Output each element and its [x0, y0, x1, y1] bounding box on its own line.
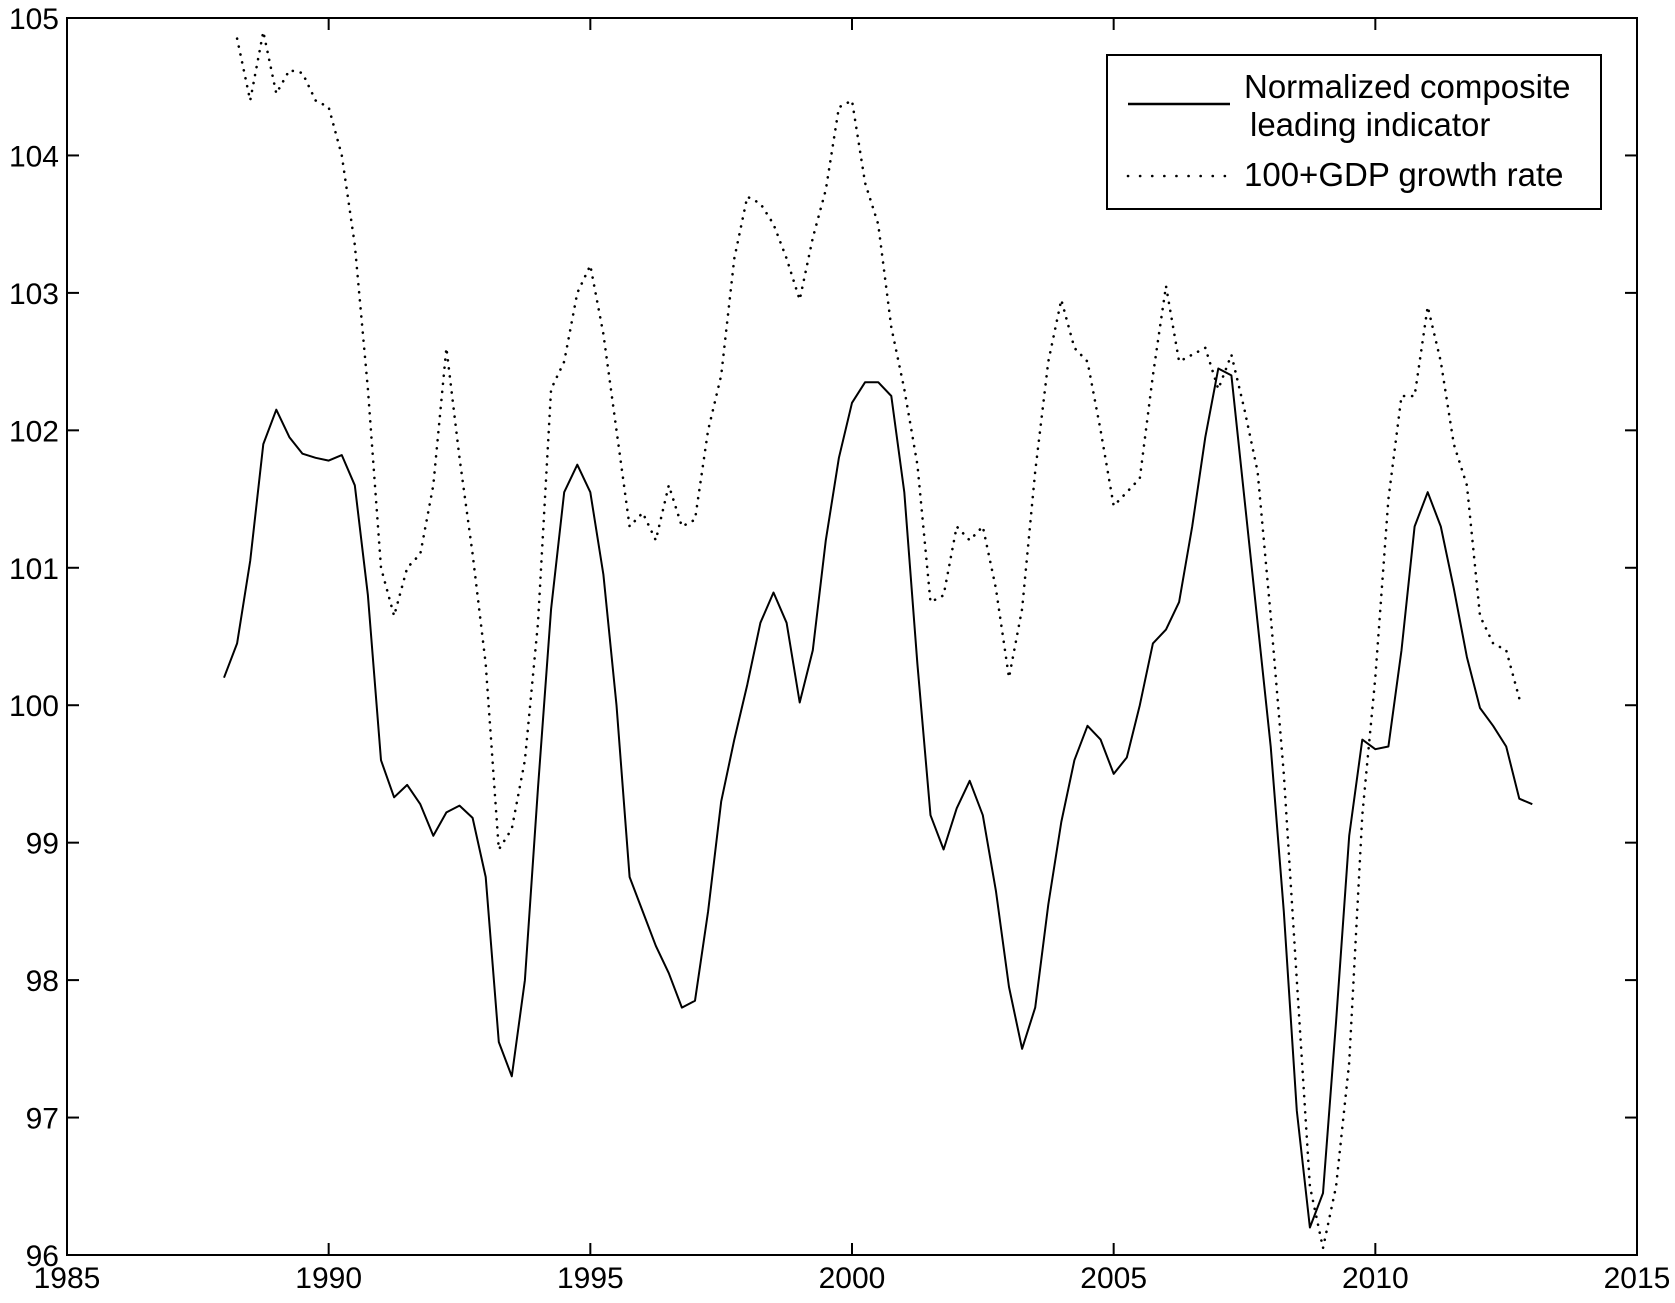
x-tick-label: 2000	[819, 1262, 886, 1295]
y-tick-label: 98	[26, 965, 59, 998]
y-tick-label: 99	[26, 828, 59, 861]
y-tick-label: 104	[9, 140, 59, 173]
x-tick-label: 1995	[557, 1262, 624, 1295]
x-tick-label: 1985	[34, 1262, 101, 1295]
y-tick-label: 103	[9, 278, 59, 311]
x-tick-label: 2015	[1604, 1262, 1671, 1295]
composite-indicator-line	[223, 367, 1533, 1229]
legend-label-composite-line2: leading indicator	[1250, 106, 1490, 143]
y-tick-label: 96	[26, 1240, 59, 1273]
legend-label-gdp: 100+GDP growth rate	[1244, 156, 1564, 193]
y-tick-label: 105	[9, 3, 59, 36]
legend-label-composite: Normalized composite	[1244, 68, 1570, 105]
plot-area	[223, 30, 1533, 1250]
y-tick-label: 100	[9, 690, 59, 723]
x-tick-label: 2005	[1080, 1262, 1147, 1295]
y-tick-label: 101	[9, 553, 59, 586]
axes: 1985 1990 1995 2000 2005 2010 2015 96 97 98 99 100 1…	[9, 3, 1670, 1295]
legend-box	[1106, 54, 1602, 210]
x-tick-label: 2010	[1342, 1262, 1409, 1295]
x-tick-label: 1990	[295, 1262, 362, 1295]
gdp-growth-line	[235, 30, 1521, 1250]
y-tick-label: 97	[26, 1103, 59, 1136]
y-tick-label: 102	[9, 415, 59, 448]
